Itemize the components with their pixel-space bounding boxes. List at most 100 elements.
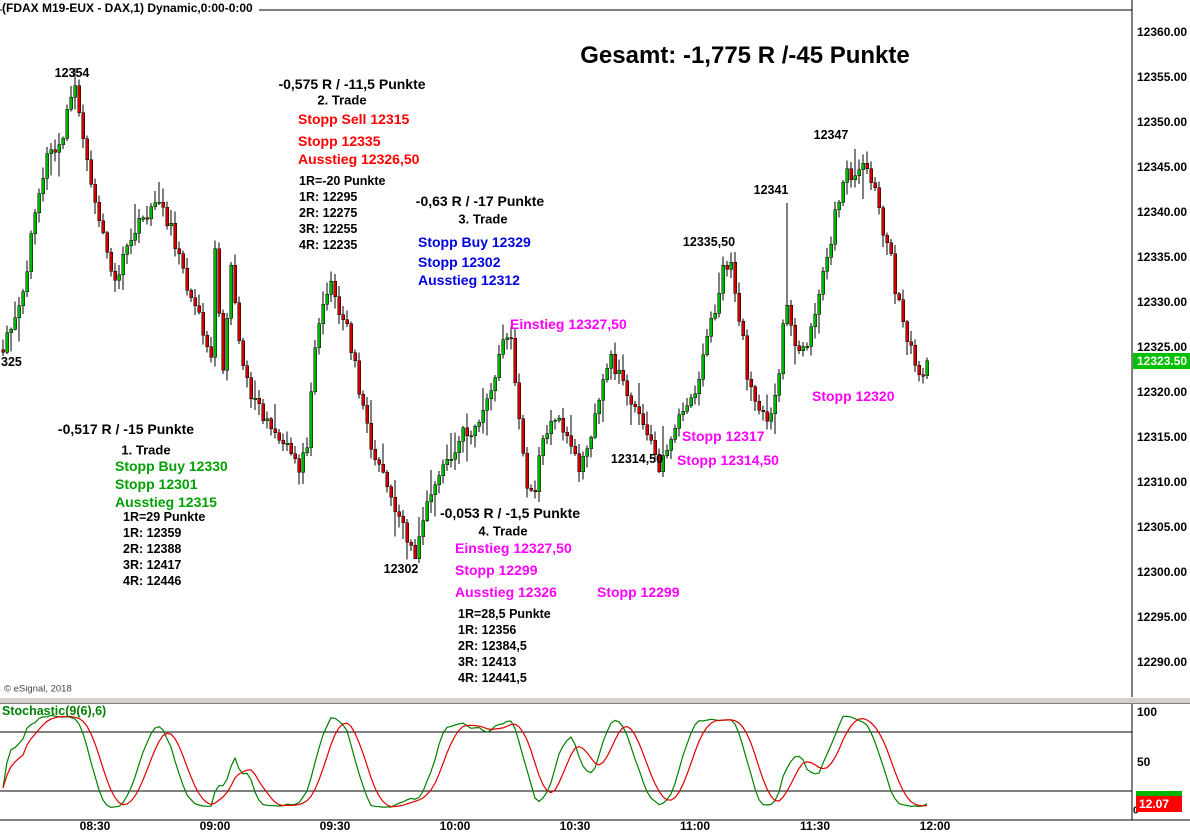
- up-candle: [493, 377, 497, 391]
- trade4-r1: 1R: 12356: [458, 623, 517, 637]
- down-candle: [405, 522, 409, 543]
- down-candle: [349, 323, 353, 353]
- down-candle: [209, 346, 213, 358]
- up-candle: [825, 257, 829, 272]
- trade4-r3: 3R: 12413: [458, 655, 517, 669]
- down-candle: [397, 511, 401, 517]
- down-candle: [105, 232, 109, 253]
- up-candle: [169, 223, 173, 227]
- trade2-result: -0,575 R / -11,5 Punkte: [278, 76, 426, 92]
- up-candle: [857, 169, 861, 176]
- time-axis-tick: 09:00: [199, 819, 231, 833]
- down-candle: [113, 270, 117, 281]
- down-candle: [913, 345, 917, 366]
- down-candle: [281, 439, 285, 444]
- trade3-stop-buy: Stopp Buy 12329: [418, 234, 531, 250]
- swing-low-12302: 12302: [383, 562, 419, 576]
- down-candle: [533, 489, 537, 492]
- stop-label-12314-50: Stopp 12314,50: [677, 452, 779, 468]
- up-candle: [417, 536, 421, 560]
- up-candle: [453, 452, 457, 460]
- up-candle: [481, 409, 485, 423]
- down-candle: [173, 223, 177, 250]
- trade2-r1: 1R: 12295: [299, 190, 358, 204]
- trade4-r4: 4R: 12441,5: [458, 671, 527, 685]
- down-candle: [761, 409, 765, 413]
- down-candle: [741, 320, 745, 336]
- up-candle: [681, 411, 685, 415]
- down-candle: [733, 261, 737, 294]
- price-axis-tick: 12335.00: [1137, 250, 1188, 264]
- price-axis-tick: 12340.00: [1137, 205, 1188, 219]
- up-candle: [689, 397, 693, 406]
- up-candle: [601, 379, 605, 401]
- trade2-exit: Ausstieg 12326,50: [298, 151, 420, 167]
- up-candle: [589, 436, 593, 450]
- up-candle: [673, 427, 677, 440]
- trade4-entry: Einstieg 12327,50: [455, 540, 572, 556]
- pane-splitter-handle[interactable]: [0, 697, 1190, 704]
- trade4-r2: 2R: 12384,5: [458, 639, 527, 653]
- trade2-stop: Stopp 12335: [298, 133, 381, 149]
- down-candle: [629, 395, 633, 405]
- down-candle: [361, 393, 365, 406]
- down-candle: [161, 201, 165, 208]
- time-axis[interactable]: [0, 821, 1190, 838]
- down-candle: [745, 335, 749, 380]
- up-candle: [309, 391, 313, 448]
- up-candle: [425, 501, 429, 521]
- up-candle: [501, 339, 505, 355]
- down-candle: [289, 442, 293, 454]
- trade1-r1: 1R: 12359: [123, 526, 182, 540]
- swing-high-12341: 12341: [753, 183, 789, 197]
- down-candle: [413, 544, 417, 560]
- down-candle: [645, 424, 649, 436]
- down-candle: [297, 458, 301, 473]
- up-candle: [117, 274, 121, 281]
- down-candle: [185, 268, 189, 291]
- trade2-r4: 4R: 12235: [299, 238, 358, 252]
- down-candle: [217, 248, 221, 314]
- down-candle: [561, 417, 565, 433]
- up-candle: [605, 368, 609, 381]
- up-candle: [9, 328, 13, 334]
- trade2-r0: 1R=-20 Punkte: [299, 174, 386, 188]
- up-candle: [121, 254, 125, 275]
- total-result-title: Gesamt: -1,775 R /-45 Punkte: [580, 42, 910, 69]
- up-candle: [821, 271, 825, 295]
- up-candle: [837, 202, 841, 210]
- up-candle: [461, 427, 465, 442]
- down-candle: [757, 401, 761, 411]
- price-axis-tick: 12325.00: [1137, 340, 1188, 354]
- up-candle: [133, 232, 137, 241]
- trade3-result: -0,63 R / -17 Punkte: [415, 193, 545, 209]
- up-candle: [709, 317, 713, 337]
- up-candle: [33, 212, 37, 234]
- down-candle: [793, 325, 797, 347]
- time-axis-tick: 10:30: [559, 819, 591, 833]
- down-candle: [637, 406, 641, 415]
- down-candle: [221, 312, 225, 371]
- up-candle: [537, 455, 541, 492]
- down-candle: [89, 159, 93, 185]
- up-candle: [325, 294, 329, 305]
- up-candle: [421, 520, 425, 537]
- up-candle: [505, 337, 509, 340]
- down-candle: [749, 378, 753, 387]
- down-candle: [145, 217, 149, 220]
- up-candle: [13, 317, 17, 330]
- up-candle: [677, 414, 681, 429]
- trade1-r4: 4R: 12446: [123, 574, 182, 588]
- trade2-r2: 2R: 12275: [299, 206, 358, 220]
- trade2-r3: 3R: 12255: [299, 222, 358, 236]
- up-candle: [541, 438, 545, 456]
- price-axis-tick: 12345.00: [1137, 160, 1188, 174]
- down-candle: [293, 453, 297, 460]
- trade4-result: -0,053 R / -1,5 Punkte: [439, 505, 581, 521]
- down-candle: [901, 299, 905, 322]
- down-candle: [569, 435, 573, 447]
- up-candle: [37, 193, 41, 213]
- up-candle: [29, 233, 33, 273]
- down-candle: [273, 428, 277, 434]
